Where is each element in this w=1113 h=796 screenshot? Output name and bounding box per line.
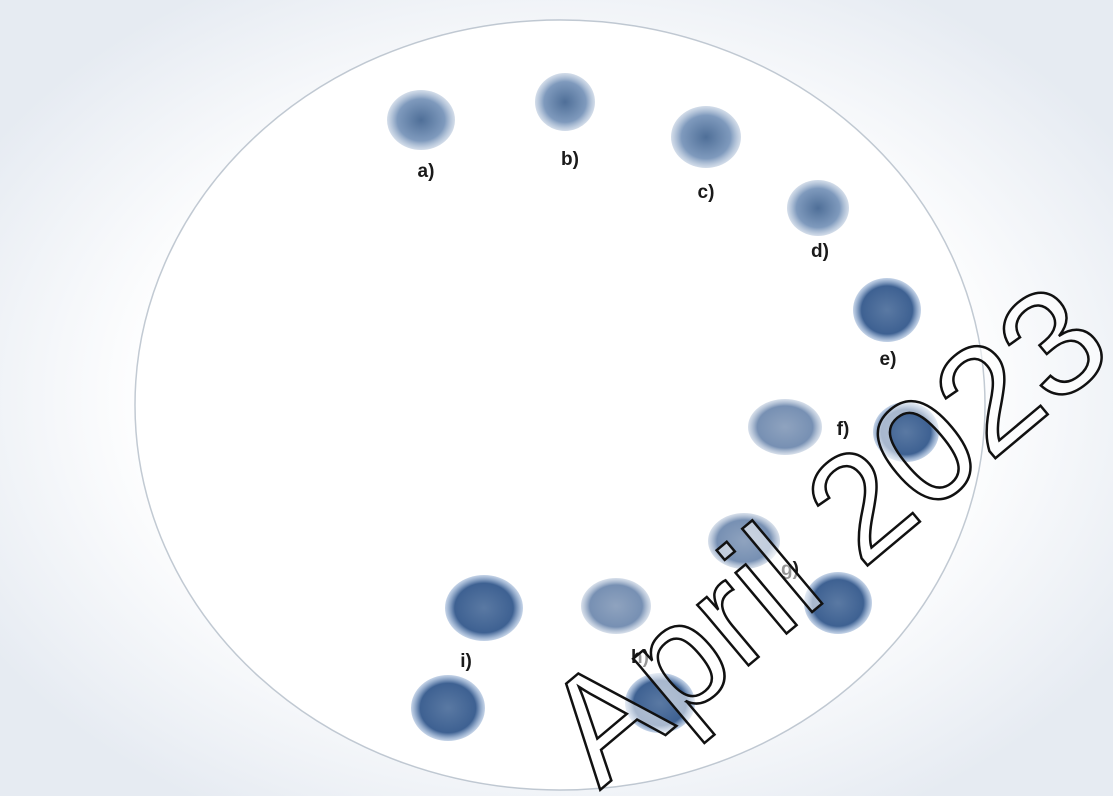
spot-label: i): [460, 651, 472, 672]
spot: [535, 73, 595, 131]
labels: a) b) c) d) e) f) g) h) i): [418, 149, 897, 672]
spot: [748, 399, 822, 455]
spot-label: c): [698, 182, 715, 203]
spot: [804, 572, 872, 634]
spot-label: a): [418, 161, 435, 182]
spot-label: h): [631, 647, 649, 668]
spot-label: g): [781, 559, 799, 580]
spot: [873, 402, 939, 462]
spot: [581, 578, 651, 634]
spot-label: d): [811, 241, 829, 262]
spot: [671, 106, 741, 168]
spot: [708, 513, 780, 569]
spot: [625, 673, 695, 733]
spot-label: e): [880, 349, 897, 370]
filter-paper: [134, 19, 986, 791]
spot-label: b): [561, 149, 579, 170]
spot: [853, 278, 921, 342]
spot: [787, 180, 849, 236]
spot: [411, 675, 485, 741]
spot: [445, 575, 523, 641]
spot-label: f): [837, 419, 850, 440]
spots: [387, 73, 939, 741]
spot: [387, 90, 455, 150]
